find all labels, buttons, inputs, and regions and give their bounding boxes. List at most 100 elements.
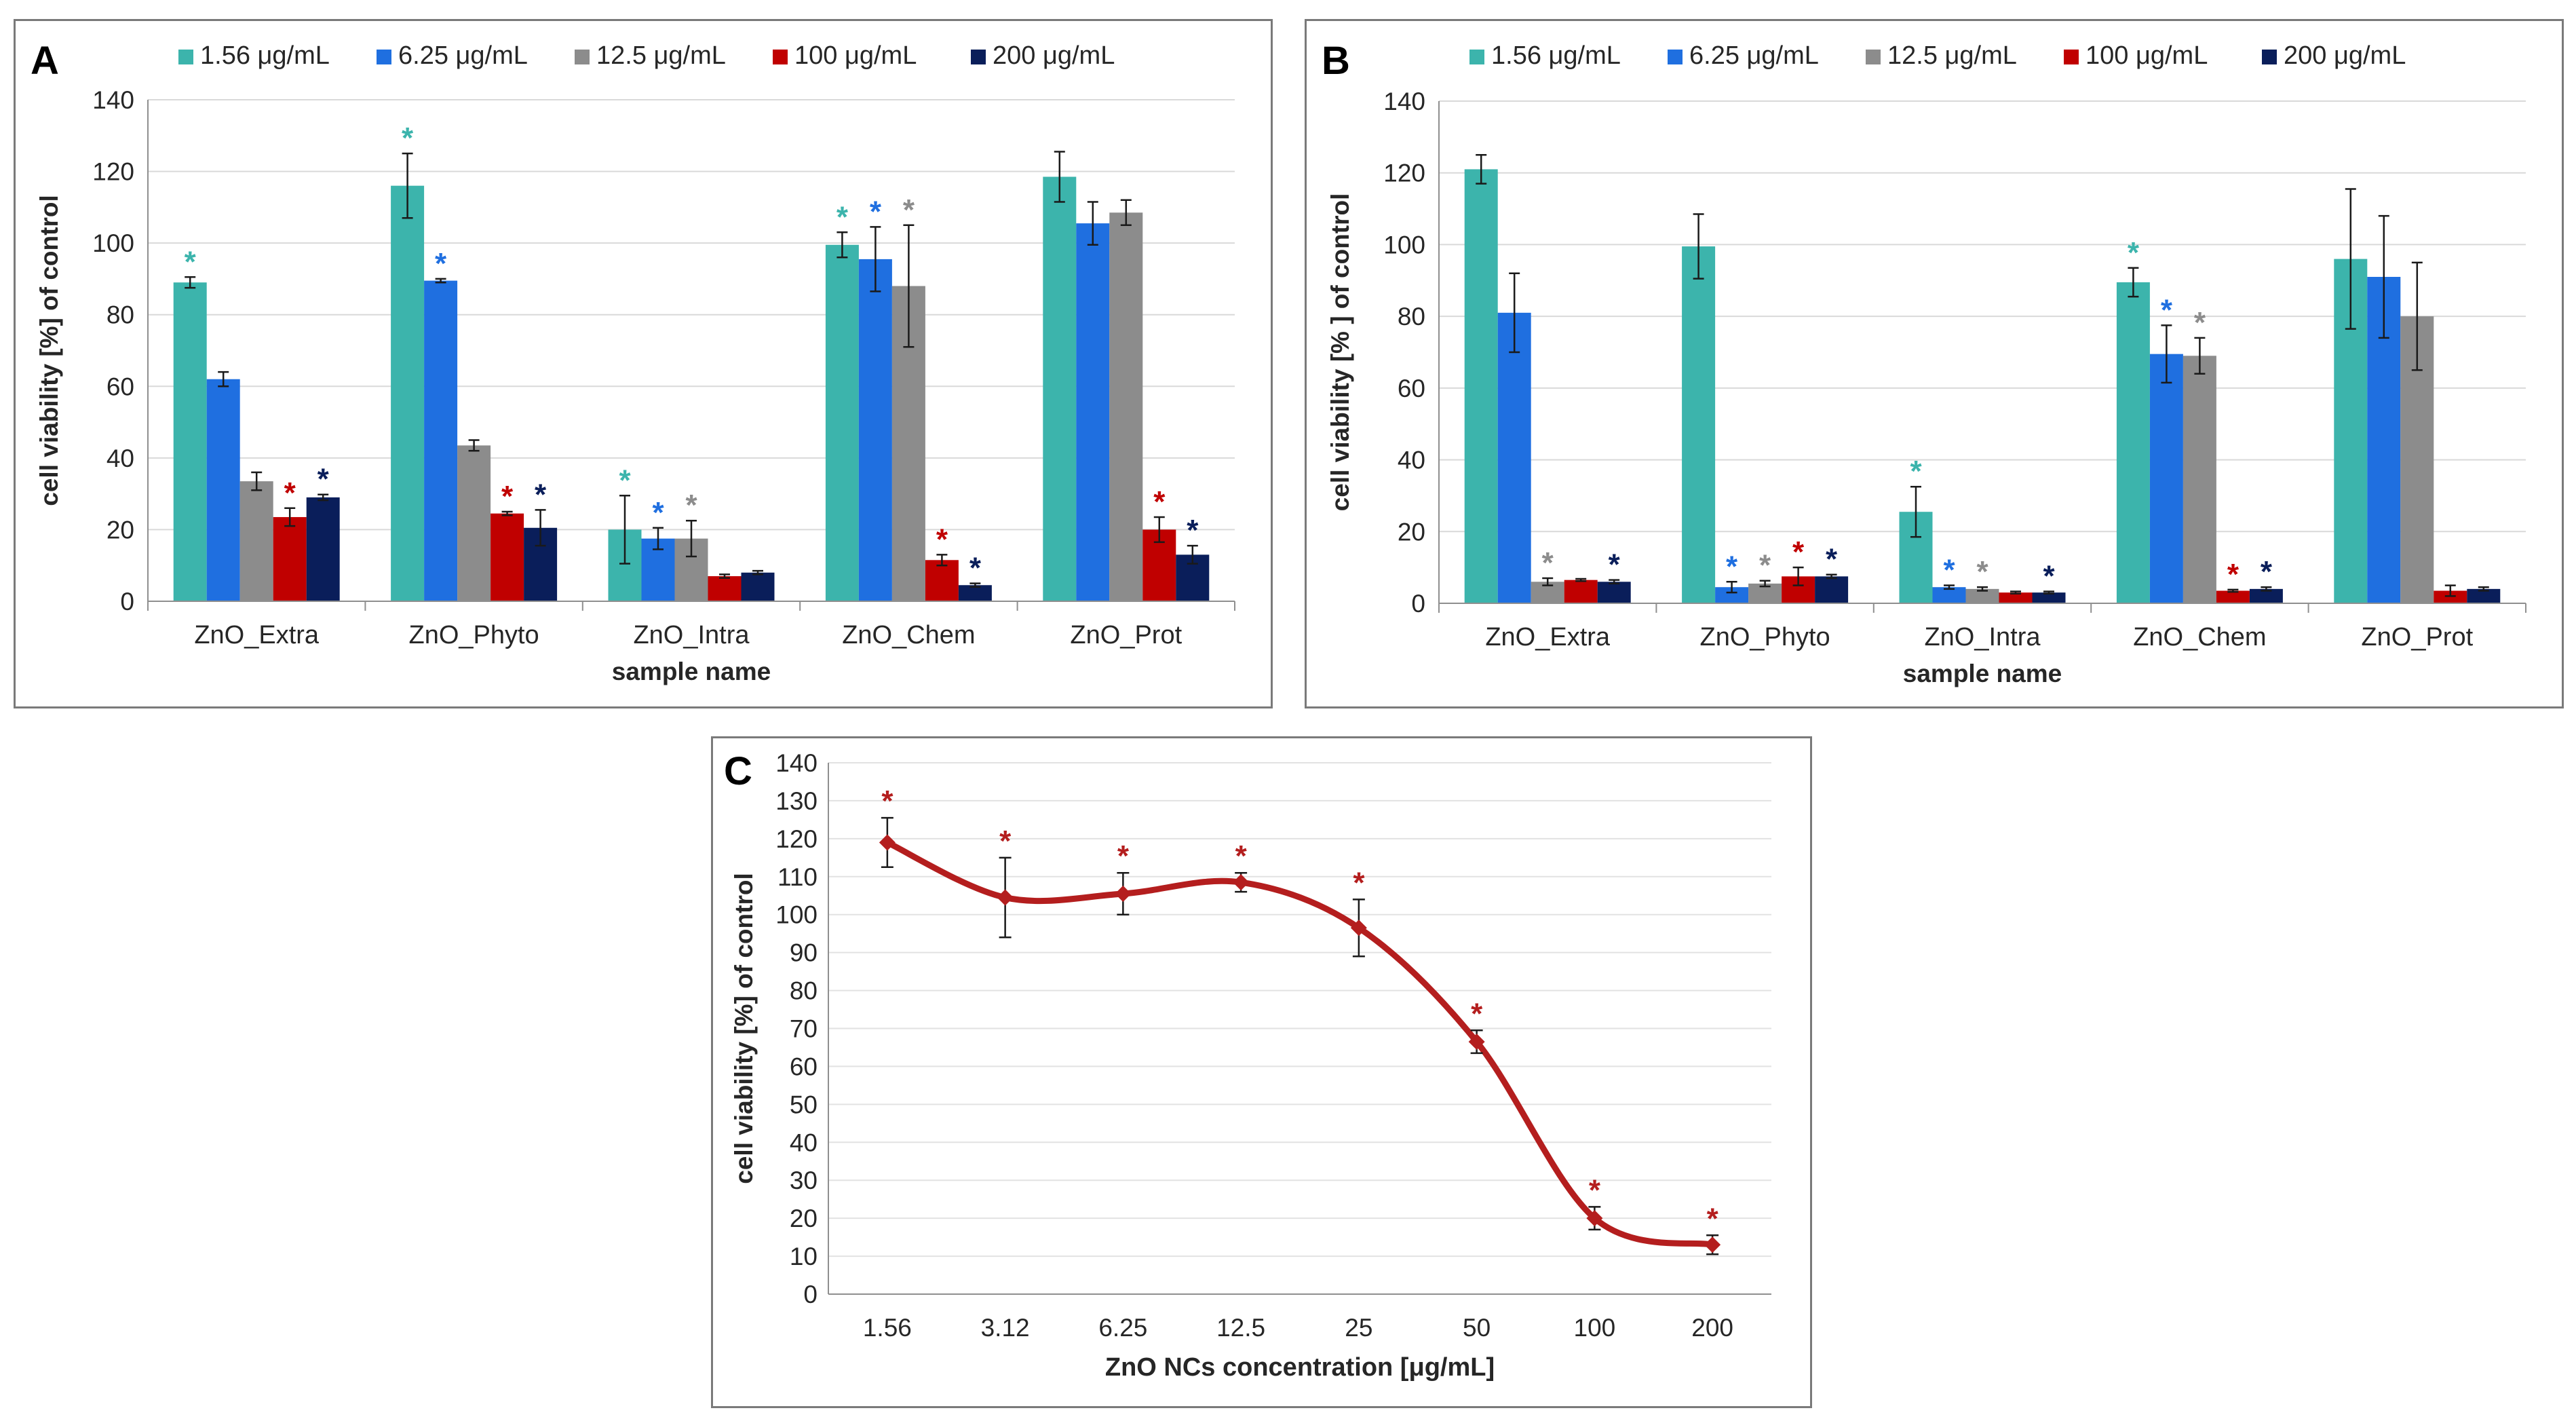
significance-star: * bbox=[2227, 558, 2239, 591]
data-point bbox=[1468, 1034, 1485, 1051]
legend-swatch bbox=[971, 50, 986, 64]
significance-star: * bbox=[535, 478, 547, 511]
bar bbox=[925, 560, 959, 601]
data-point bbox=[879, 834, 896, 851]
bar bbox=[1932, 587, 1966, 603]
x-tick-label: 25 bbox=[1345, 1314, 1372, 1342]
y-axis-title: cell viability [% ] of control bbox=[1326, 193, 1354, 512]
y-tick-label: 120 bbox=[92, 158, 134, 186]
significance-star: * bbox=[1707, 1202, 1719, 1235]
legend-label: 12.5 μg/mL bbox=[1887, 41, 2017, 70]
bar bbox=[1682, 246, 1716, 604]
x-tick-label: ZnO_Chem bbox=[842, 621, 975, 649]
significance-star: * bbox=[1187, 514, 1199, 547]
y-tick-label: 40 bbox=[1398, 447, 1425, 474]
chart-a-svg: A 1.56 μg/mL 6.25 μg/mL 12.5 μg/mL 100 μg/mL… bbox=[31, 39, 1235, 685]
legend-label: 200 μg/mL bbox=[993, 41, 1115, 70]
significance-star: * bbox=[2043, 560, 2055, 593]
bar bbox=[741, 572, 775, 601]
legend-swatch bbox=[1866, 50, 1881, 64]
data-point bbox=[1115, 885, 1132, 902]
y-tick-label: 80 bbox=[107, 301, 134, 329]
y-tick-label: 120 bbox=[775, 825, 818, 853]
y-tick-label: 140 bbox=[1383, 88, 1425, 115]
x-tick-label: 100 bbox=[1574, 1314, 1616, 1342]
bar bbox=[1076, 223, 1110, 601]
significance-star: * bbox=[1943, 554, 1955, 587]
x-tick-label: ZnO_Chem bbox=[2133, 623, 2266, 651]
x-tick-label: ZnO_Prot bbox=[1070, 621, 1182, 649]
significance-star: * bbox=[1471, 997, 1483, 1030]
bar bbox=[2216, 590, 2250, 603]
bar bbox=[1597, 582, 1631, 603]
significance-star: * bbox=[1589, 1173, 1601, 1207]
bar bbox=[1815, 576, 1849, 603]
x-tick-label: 6.25 bbox=[1098, 1314, 1147, 1342]
bar bbox=[391, 185, 425, 601]
bar bbox=[1043, 176, 1077, 602]
significance-star: * bbox=[969, 552, 982, 585]
legend-label: 6.25 μg/mL bbox=[1689, 41, 1819, 70]
significance-star: * bbox=[1609, 548, 1621, 582]
y-tick-label: 0 bbox=[120, 588, 134, 616]
x-axis-title: sample name bbox=[612, 658, 771, 685]
x-tick-label: ZnO_Intra bbox=[633, 621, 750, 649]
legend-label: 1.56 μg/mL bbox=[200, 41, 330, 70]
x-tick-label: ZnO_Phyto bbox=[1699, 623, 1830, 651]
y-tick-label: 120 bbox=[1383, 159, 1425, 187]
bar bbox=[1109, 212, 1143, 601]
x-tick-label: 3.12 bbox=[981, 1314, 1030, 1342]
bar bbox=[2032, 592, 2066, 603]
significance-star: * bbox=[1759, 549, 1771, 582]
x-tick-label: ZnO_Extra bbox=[194, 621, 320, 649]
significance-star: * bbox=[685, 489, 697, 522]
bar bbox=[2116, 282, 2150, 603]
significance-star: * bbox=[1826, 543, 1838, 576]
y-tick-label: 140 bbox=[775, 749, 818, 777]
significance-star: * bbox=[1792, 535, 1805, 569]
bar bbox=[2249, 588, 2283, 603]
bar bbox=[206, 379, 240, 601]
y-tick-label: 60 bbox=[1398, 375, 1425, 402]
legend-label: 100 μg/mL bbox=[2085, 41, 2208, 70]
significance-star: * bbox=[1910, 455, 1922, 488]
y-tick-label: 80 bbox=[1398, 303, 1425, 330]
x-axis-title: sample name bbox=[1903, 660, 2062, 687]
legend-swatch bbox=[773, 50, 788, 64]
x-tick-label: ZnO_Phyto bbox=[408, 621, 539, 649]
y-tick-label: 20 bbox=[107, 516, 134, 544]
significance-star: * bbox=[501, 480, 514, 513]
bar bbox=[1497, 312, 1531, 603]
y-tick-label: 50 bbox=[790, 1091, 818, 1118]
significance-star: * bbox=[1235, 839, 1248, 873]
significance-star: * bbox=[903, 193, 915, 227]
x-tick-label: 200 bbox=[1691, 1314, 1733, 1342]
y-tick-label: 30 bbox=[790, 1167, 818, 1194]
bar bbox=[239, 481, 273, 601]
y-axis-title: cell viability [%] of control bbox=[730, 873, 758, 1184]
bar bbox=[858, 259, 892, 601]
legend-swatch bbox=[575, 50, 590, 64]
significance-star: * bbox=[1542, 546, 1554, 580]
y-tick-label: 10 bbox=[790, 1243, 818, 1270]
panel-label: B bbox=[1322, 39, 1350, 83]
bar bbox=[958, 585, 992, 601]
y-tick-label: 100 bbox=[775, 901, 818, 929]
chart-c-svg: C 0 10 20 30 40 50 60 70 80 90 100 110 120 130 140 1.56 3… bbox=[724, 749, 1771, 1382]
bar bbox=[306, 497, 340, 601]
legend-label: 100 μg/mL bbox=[794, 41, 917, 70]
y-axis-title: cell viability [%] of control bbox=[35, 195, 63, 506]
y-tick-label: 100 bbox=[92, 229, 134, 257]
significance-star: * bbox=[1976, 555, 1988, 588]
x-tick-label: 50 bbox=[1463, 1314, 1491, 1342]
significance-star: * bbox=[881, 784, 893, 818]
y-tick-label: 80 bbox=[790, 977, 818, 1005]
bar bbox=[2183, 356, 2216, 603]
y-tick-label: 110 bbox=[777, 863, 818, 891]
bar bbox=[1715, 587, 1749, 603]
panel-c: C 0 10 20 30 40 50 60 70 80 90 100 110 120 130 140 1.56 3… bbox=[711, 736, 1812, 1408]
data-point bbox=[1704, 1236, 1721, 1253]
panel-b: B 1.56 μg/mL 6.25 μg/mL 12.5 μg/mL 100 μg/mL… bbox=[1305, 19, 2564, 708]
y-tick-label: 40 bbox=[790, 1129, 818, 1156]
bar bbox=[1999, 592, 2033, 603]
